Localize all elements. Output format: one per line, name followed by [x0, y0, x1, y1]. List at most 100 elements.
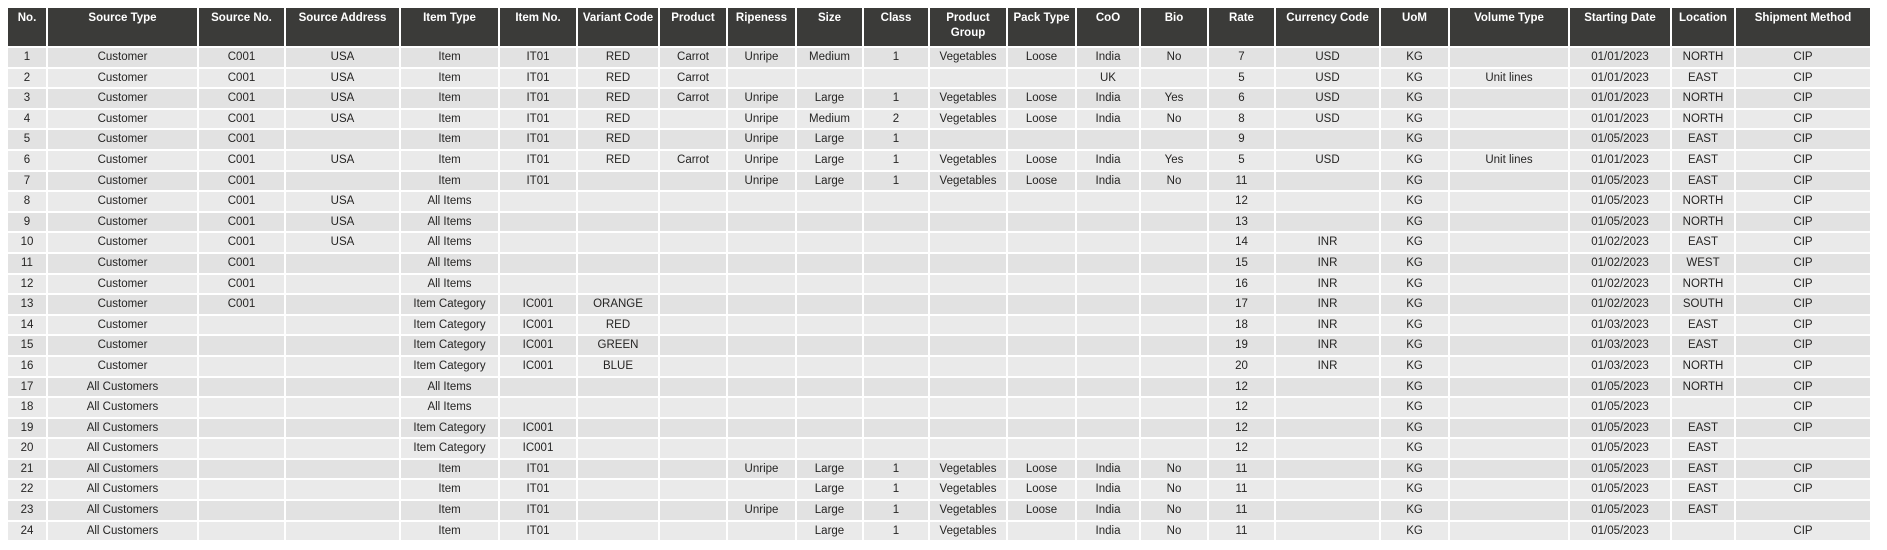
cell-coo — [1075, 439, 1139, 460]
cell-no: 11 — [8, 253, 46, 275]
column-header-location: Location — [1670, 8, 1734, 48]
cell-product-group: Vegetables — [928, 150, 1006, 172]
cell-rate: 17 — [1207, 295, 1274, 316]
cell-volume-type — [1448, 356, 1568, 378]
cell-currency-code — [1274, 171, 1379, 193]
cell-coo: India — [1075, 521, 1139, 543]
cell-class: 1 — [862, 171, 928, 193]
cell-currency-code: INR — [1274, 336, 1379, 357]
cell-item-type: All Items — [399, 192, 498, 213]
cell-item-type: Item Category — [399, 356, 498, 378]
cell-rate: 14 — [1207, 233, 1274, 254]
cell-source-no: C001 — [197, 68, 284, 90]
cell-bio: Yes — [1139, 150, 1207, 172]
table-row: 18 All Customers All Items 12 KG 01/05/2023 CI… — [8, 398, 1870, 419]
cell-ripeness: Unripe — [726, 150, 795, 172]
cell-volume-type — [1448, 459, 1568, 481]
cell-source-type: Customer — [46, 109, 197, 131]
cell-source-address — [284, 459, 399, 481]
cell-class — [862, 336, 928, 357]
cell-volume-type: Unit lines — [1448, 68, 1568, 90]
cell-coo: UK — [1075, 68, 1139, 90]
cell-source-no — [197, 521, 284, 543]
cell-product — [658, 233, 726, 254]
table-header: No. Source Type Source No. Source Address It… — [8, 8, 1870, 48]
cell-pack-type: Loose — [1006, 150, 1075, 172]
cell-bio — [1139, 295, 1207, 316]
cell-item-no — [498, 192, 576, 213]
cell-product-group: Vegetables — [928, 521, 1006, 543]
table-row: 24 All Customers Item IT01 Large 1 Vegetables I… — [8, 521, 1870, 543]
cell-currency-code — [1274, 377, 1379, 399]
cell-pack-type — [1006, 233, 1075, 254]
cell-uom: KG — [1379, 150, 1448, 172]
cell-class — [862, 356, 928, 378]
cell-item-no — [498, 253, 576, 275]
cell-source-no: C001 — [197, 150, 284, 172]
cell-product-group — [928, 315, 1006, 337]
cell-product-group — [928, 398, 1006, 419]
cell-size — [795, 192, 862, 213]
table-row: 9 Customer C001 USA All Items 13 KG 01/05/2023 N… — [8, 212, 1870, 234]
cell-product-group: Vegetables — [928, 171, 1006, 193]
cell-uom: KG — [1379, 336, 1448, 357]
cell-uom: KG — [1379, 501, 1448, 522]
cell-coo — [1075, 274, 1139, 296]
column-header-product-group: Product Group — [928, 8, 1006, 48]
cell-item-no: IT01 — [498, 480, 576, 502]
cell-product — [658, 130, 726, 151]
cell-source-type: Customer — [46, 295, 197, 316]
cell-source-address — [284, 130, 399, 151]
cell-variant-code — [576, 377, 658, 399]
cell-bio — [1139, 439, 1207, 460]
cell-item-no: IC001 — [498, 439, 576, 460]
cell-rate: 11 — [1207, 171, 1274, 193]
cell-no: 7 — [8, 171, 46, 193]
cell-variant-code — [576, 418, 658, 440]
cell-currency-code: INR — [1274, 274, 1379, 296]
cell-item-no: IC001 — [498, 336, 576, 357]
cell-no: 13 — [8, 295, 46, 316]
column-header-product: Product — [658, 8, 726, 48]
cell-bio — [1139, 233, 1207, 254]
cell-class: 1 — [862, 150, 928, 172]
cell-no: 14 — [8, 315, 46, 337]
cell-size — [795, 212, 862, 234]
cell-volume-type — [1448, 130, 1568, 151]
cell-source-address — [284, 377, 399, 399]
cell-shipment-method: CIP — [1734, 89, 1870, 110]
cell-uom: KG — [1379, 418, 1448, 440]
cell-volume-type — [1448, 89, 1568, 110]
cell-location: NORTH — [1670, 89, 1734, 110]
cell-product — [658, 109, 726, 131]
cell-starting-date: 01/05/2023 — [1568, 212, 1670, 234]
cell-shipment-method: CIP — [1734, 130, 1870, 151]
cell-volume-type — [1448, 501, 1568, 522]
cell-variant-code — [576, 274, 658, 296]
cell-size: Large — [795, 150, 862, 172]
cell-uom: KG — [1379, 439, 1448, 460]
cell-size: Medium — [795, 109, 862, 131]
cell-pack-type: Loose — [1006, 48, 1075, 69]
cell-item-type: Item Category — [399, 315, 498, 337]
cell-item-type: Item — [399, 130, 498, 151]
column-header-source-address: Source Address — [284, 8, 399, 48]
cell-coo — [1075, 377, 1139, 399]
cell-class — [862, 212, 928, 234]
cell-no: 1 — [8, 48, 46, 69]
column-header-volume-type: Volume Type — [1448, 8, 1568, 48]
cell-variant-code: ORANGE — [576, 295, 658, 316]
cell-variant-code: RED — [576, 48, 658, 69]
cell-product — [658, 398, 726, 419]
cell-volume-type — [1448, 418, 1568, 440]
cell-source-address — [284, 336, 399, 357]
cell-starting-date: 01/05/2023 — [1568, 398, 1670, 419]
cell-pack-type — [1006, 274, 1075, 296]
cell-rate: 8 — [1207, 109, 1274, 131]
cell-shipment-method: CIP — [1734, 253, 1870, 275]
cell-product — [658, 480, 726, 502]
cell-bio: No — [1139, 501, 1207, 522]
cell-product — [658, 171, 726, 193]
cell-ripeness: Unripe — [726, 501, 795, 522]
